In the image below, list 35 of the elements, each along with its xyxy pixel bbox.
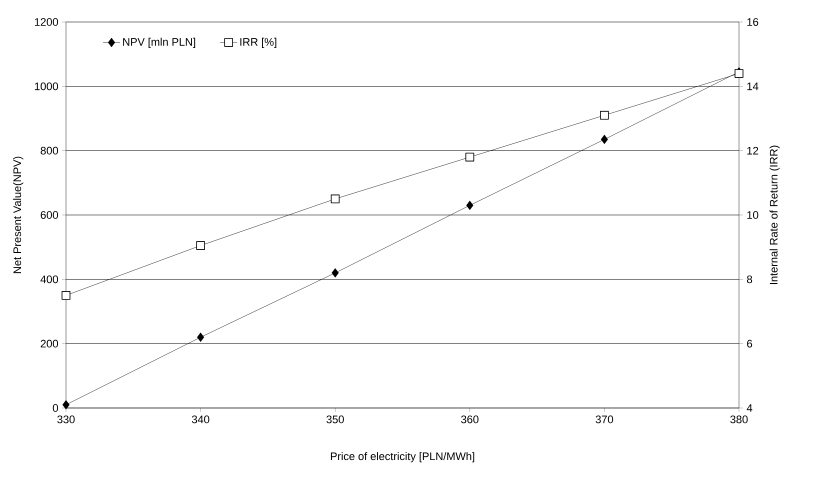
y-tick-label: 0: [52, 404, 58, 412]
point: [62, 400, 70, 410]
x-tick-label: 360: [461, 416, 479, 424]
y2-tick-label: 16: [747, 18, 758, 26]
y2-tick-label: 4: [746, 404, 752, 412]
x-axis-title: Price of electricity [PLN/MWh]: [330, 452, 474, 462]
legend-label: NPV [mln PLN]: [123, 38, 196, 48]
point: [330, 194, 340, 204]
y-tick-label: 400: [40, 275, 58, 284]
x-tick-label: 330: [57, 416, 75, 424]
legend-label: IRR [%]: [240, 38, 276, 48]
y-tick-label: 1200: [34, 18, 58, 26]
y2-tick-label: 6: [747, 340, 752, 348]
x-tick-label: 340: [192, 416, 210, 424]
y-tick-label: 1000: [34, 82, 58, 90]
point: [466, 200, 474, 210]
point: [465, 152, 474, 162]
point: [332, 268, 339, 278]
x-tick-label: 370: [596, 416, 614, 424]
point: [600, 110, 609, 120]
point: [600, 134, 608, 144]
point: [62, 291, 70, 300]
y2-axis-title: Internal Rate of Return (IRR): [770, 146, 780, 284]
point: [197, 332, 204, 342]
y-tick-label: 200: [40, 340, 58, 348]
y2-tick-label: 8: [746, 275, 752, 284]
y-tick-label: 600: [40, 211, 58, 219]
x-tick-label: 380: [730, 416, 748, 424]
y2-tick-label: 14: [747, 82, 758, 90]
y-axis-title: Net Present Value(NPV): [13, 156, 24, 274]
y2-tick-label: 10: [747, 211, 758, 219]
y2-tick-label: 12: [747, 146, 758, 154]
x-tick-label: 350: [326, 416, 344, 424]
y-tick-label: 800: [40, 146, 58, 155]
point: [196, 241, 205, 250]
